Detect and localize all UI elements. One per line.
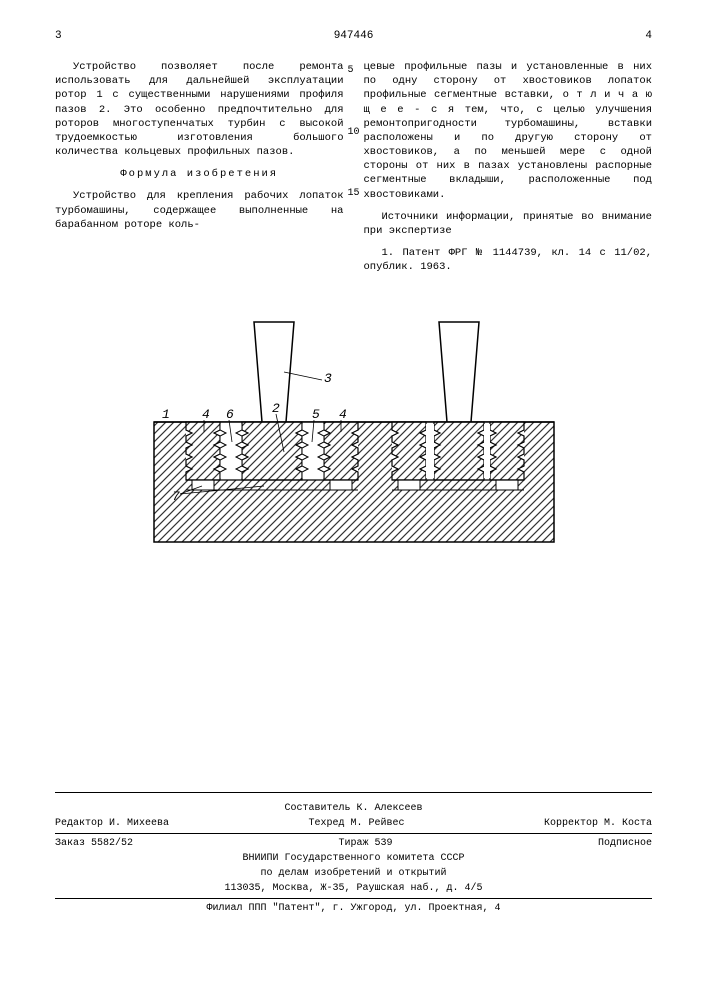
- fig-label-3: 3: [324, 371, 332, 386]
- formula-title: Формула изобретения: [55, 167, 344, 181]
- line-marker: 5: [347, 64, 359, 78]
- fig-label-6: 6: [226, 407, 234, 422]
- tirazh: Тираж 539: [338, 838, 392, 849]
- fig-label-1: 1: [162, 407, 170, 422]
- fig-label-5: 5: [312, 407, 320, 422]
- compiler-line: Составитель К. Алексеев: [55, 803, 652, 814]
- subscription: Подписное: [598, 838, 652, 849]
- right-column: цевые профильные пазы и установленные в …: [364, 60, 653, 282]
- order-number: Заказ 5582/52: [55, 838, 133, 849]
- left-page-num: 3: [55, 30, 62, 42]
- editor: Редактор И. Михеева: [55, 818, 169, 829]
- left-column: Устройство позволяет после ремонта испол…: [55, 60, 344, 282]
- filial: Филиал ППП "Патент", г. Ужгород, ул. Про…: [55, 903, 652, 914]
- paragraph: цевые профильные пазы и установленные в …: [364, 60, 653, 202]
- fig-label-7: 7: [172, 489, 180, 504]
- fig-label-4b: 4: [339, 407, 347, 422]
- address: 113035, Москва, Ж-35, Раушская наб., д. …: [55, 883, 652, 894]
- paragraph: Устройство позволяет после ремонта испол…: [55, 60, 344, 159]
- line-number-gutter: 5 10 15: [347, 64, 359, 249]
- order-row: Заказ 5582/52 Тираж 539 Подписное: [55, 838, 652, 849]
- paragraph: Устройство для крепления рабочих лопаток…: [55, 189, 344, 232]
- credits-row: Редактор И. Михеева Техред М. Рейвес Кор…: [55, 818, 652, 829]
- page-header: 3 947446 4: [55, 30, 652, 42]
- org-line-1: ВНИИПИ Государственного комитета СССР: [55, 853, 652, 864]
- fig-label-4: 4: [202, 407, 210, 422]
- corrector: Корректор М. Коста: [544, 818, 652, 829]
- sources-title: Источники информации, принятые во вниман…: [364, 210, 653, 238]
- technical-drawing: 1 4 6 2 3 5 4 7: [55, 312, 652, 572]
- source-citation: 1. Патент ФРГ № 1144739, кл. 14 с 11/02,…: [364, 246, 653, 274]
- right-page-num: 4: [645, 30, 652, 42]
- patent-number: 947446: [334, 30, 374, 42]
- line-marker: 10: [347, 126, 359, 140]
- imprint-block: Составитель К. Алексеев Редактор И. Михе…: [55, 792, 652, 914]
- rotor-diagram-svg: 1 4 6 2 3 5 4 7: [124, 312, 584, 572]
- line-marker: 15: [347, 187, 359, 201]
- org-line-2: по делам изобретений и открытий: [55, 868, 652, 879]
- techred: Техред М. Рейвес: [308, 818, 404, 829]
- fig-label-2: 2: [272, 401, 280, 416]
